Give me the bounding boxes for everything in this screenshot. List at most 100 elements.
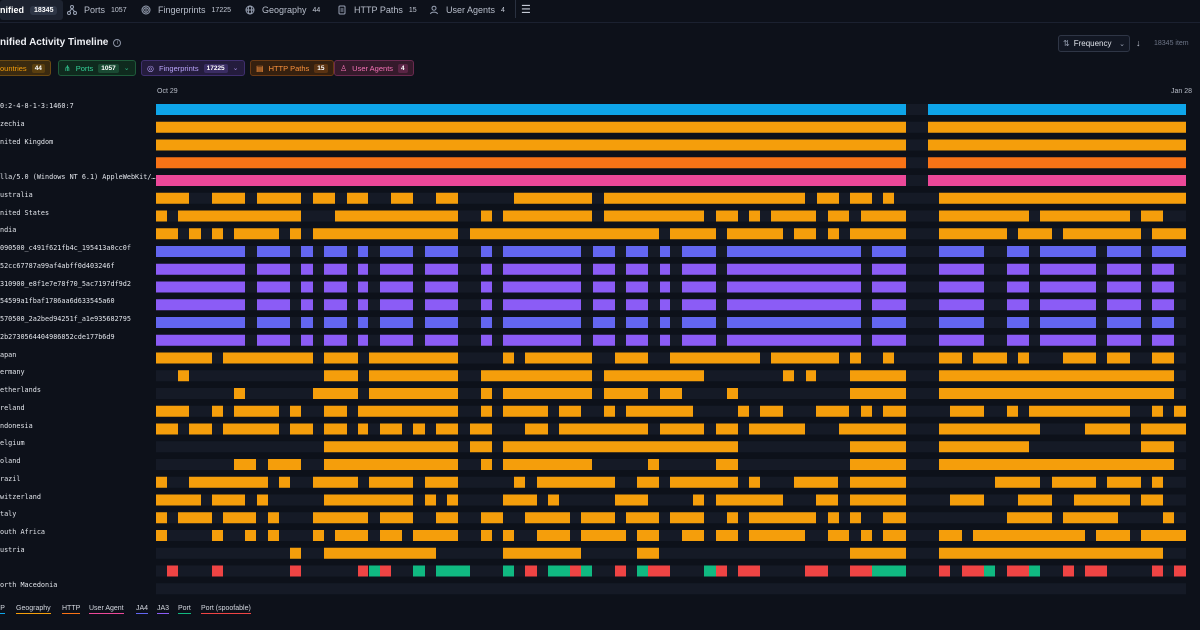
activity-segment[interactable] [660, 388, 682, 399]
activity-segment[interactable] [593, 317, 615, 328]
activity-segment[interactable] [648, 459, 659, 470]
activity-segment[interactable] [481, 210, 492, 222]
activity-segment[interactable] [503, 547, 581, 559]
activity-segment[interactable] [883, 512, 906, 524]
activity-segment[interactable] [481, 317, 492, 328]
tab-http-paths[interactable]: HTTP Paths 15 [336, 0, 417, 20]
activity-segment[interactable] [850, 352, 861, 364]
activity-segment[interactable] [548, 565, 570, 577]
activity-segment[interactable] [324, 334, 347, 346]
activity-segment[interactable] [1063, 352, 1096, 364]
activity-segment[interactable] [324, 441, 458, 453]
activity-segment[interactable] [570, 565, 581, 577]
activity-segment[interactable] [939, 299, 984, 311]
activity-segment[interactable] [716, 565, 727, 577]
activity-segment[interactable] [716, 210, 738, 222]
tab-fingerprints[interactable]: Fingerprints 17225 [140, 0, 231, 20]
activity-segment[interactable] [257, 281, 290, 293]
activity-segment[interactable] [850, 388, 906, 399]
activity-segment[interactable] [223, 512, 256, 524]
activity-segment[interactable] [1152, 246, 1186, 257]
activity-segment[interactable] [156, 228, 178, 240]
activity-segment[interactable] [380, 246, 413, 257]
activity-segment[interactable] [369, 476, 413, 488]
legend-item[interactable]: Port [178, 605, 191, 614]
activity-segment[interactable] [447, 494, 458, 506]
activity-segment[interactable] [626, 263, 648, 275]
activity-segment[interactable] [939, 530, 962, 541]
activity-segment[interactable] [156, 405, 189, 417]
activity-segment[interactable] [1163, 512, 1174, 524]
activity-segment[interactable] [1141, 423, 1186, 435]
activity-segment[interactable] [939, 334, 984, 346]
row-label[interactable]: etherlands [0, 386, 41, 394]
activity-segment[interactable] [973, 530, 1085, 541]
activity-segment[interactable] [872, 299, 906, 311]
activity-segment[interactable] [861, 405, 872, 417]
activity-segment[interactable] [481, 263, 492, 275]
activity-segment[interactable] [268, 459, 301, 470]
activity-segment[interactable] [525, 423, 548, 435]
activity-segment[interactable] [615, 494, 648, 506]
activity-segment[interactable] [1040, 299, 1096, 311]
activity-segment[interactable] [928, 175, 1186, 186]
activity-segment[interactable] [380, 263, 413, 275]
activity-segment[interactable] [939, 246, 984, 257]
activity-segment[interactable] [335, 210, 458, 222]
row-label[interactable]: 2b2730564404986852cde177b6d9 [0, 332, 115, 341]
activity-segment[interactable] [301, 299, 313, 311]
activity-segment[interactable] [872, 334, 906, 346]
activity-segment[interactable] [257, 263, 290, 275]
activity-segment[interactable] [749, 530, 805, 541]
activity-segment[interactable] [503, 388, 592, 399]
activity-segment[interactable] [1040, 334, 1096, 346]
activity-segment[interactable] [1152, 334, 1174, 346]
activity-segment[interactable] [850, 459, 906, 470]
activity-segment[interactable] [939, 459, 1174, 470]
activity-segment[interactable] [156, 210, 167, 222]
row-label[interactable]: 310900_e8f1e7e78f70_5ac7197df9d2 [0, 279, 131, 288]
activity-segment[interactable] [313, 476, 358, 488]
row-label[interactable]: ndonesia [0, 421, 33, 430]
activity-segment[interactable] [637, 565, 648, 577]
activity-segment[interactable] [212, 565, 223, 577]
activity-segment[interactable] [771, 210, 816, 222]
activity-segment[interactable] [503, 281, 581, 293]
activity-segment[interactable] [1152, 405, 1163, 417]
activity-segment[interactable] [369, 352, 458, 364]
activity-segment[interactable] [1107, 281, 1141, 293]
activity-segment[interactable] [727, 263, 861, 275]
activity-segment[interactable] [324, 370, 358, 382]
activity-segment[interactable] [682, 334, 716, 346]
activity-segment[interactable] [257, 317, 290, 328]
activity-segment[interactable] [525, 565, 537, 577]
activity-segment[interactable] [828, 530, 849, 541]
activity-segment[interactable] [301, 263, 313, 275]
activity-segment[interactable] [156, 476, 167, 488]
activity-segment[interactable] [156, 246, 245, 257]
activity-segment[interactable] [358, 423, 368, 435]
activity-segment[interactable] [301, 281, 313, 293]
activity-segment[interactable] [1141, 210, 1163, 222]
activity-segment[interactable] [380, 299, 413, 311]
activity-segment[interactable] [872, 565, 906, 577]
activity-segment[interactable] [481, 405, 492, 417]
activity-segment[interactable] [794, 228, 816, 240]
activity-segment[interactable] [369, 370, 458, 382]
activity-segment[interactable] [1074, 494, 1130, 506]
activity-segment[interactable] [928, 157, 1186, 169]
activity-segment[interactable] [324, 405, 347, 417]
activity-segment[interactable] [481, 299, 492, 311]
activity-segment[interactable] [939, 565, 950, 577]
activity-segment[interactable] [425, 263, 458, 275]
activity-segment[interactable] [637, 547, 659, 559]
activity-segment[interactable] [1152, 476, 1163, 488]
activity-segment[interactable] [178, 210, 301, 222]
activity-segment[interactable] [369, 388, 458, 399]
activity-segment[interactable] [615, 352, 648, 364]
activity-segment[interactable] [738, 405, 749, 417]
activity-segment[interactable] [861, 530, 872, 541]
row-label[interactable]: 570500_2a2bed94251f_a1e935682795 [0, 315, 131, 323]
activity-segment[interactable] [872, 281, 906, 293]
row-label[interactable]: 54599a1fbaf1786aa6d633545a60 [0, 297, 115, 306]
